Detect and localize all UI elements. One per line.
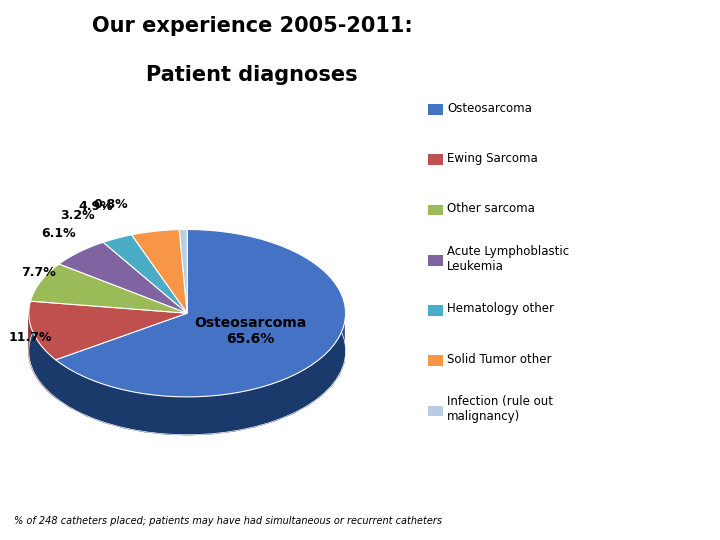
Text: 4.9%: 4.9% (79, 200, 114, 213)
Text: Our experience 2005-2011:: Our experience 2005-2011: (91, 16, 413, 36)
Text: 6.1%: 6.1% (41, 227, 76, 240)
Polygon shape (30, 264, 187, 313)
Text: 0.8%: 0.8% (93, 198, 127, 211)
Text: Osteosarcoma
65.6%: Osteosarcoma 65.6% (194, 316, 307, 346)
Polygon shape (55, 230, 346, 397)
Polygon shape (103, 235, 187, 313)
Text: Ewing Sarcoma: Ewing Sarcoma (447, 152, 538, 165)
Text: Hematology other: Hematology other (447, 302, 554, 315)
Text: Patient diagnoses: Patient diagnoses (146, 65, 358, 85)
Text: Osteosarcoma: Osteosarcoma (447, 102, 532, 114)
Ellipse shape (29, 267, 346, 435)
Polygon shape (55, 325, 344, 435)
Text: 7.7%: 7.7% (22, 266, 56, 279)
Text: % of 248 catheters placed; patients may have had simultaneous or recurrent cathe: % of 248 catheters placed; patients may … (14, 516, 442, 526)
Text: Other sarcoma: Other sarcoma (447, 202, 535, 215)
Text: Acute Lymphoblastic
Leukemia: Acute Lymphoblastic Leukemia (447, 245, 570, 273)
Text: 11.7%: 11.7% (9, 331, 53, 344)
Polygon shape (29, 314, 55, 397)
Text: Solid Tumor other: Solid Tumor other (447, 353, 552, 366)
Polygon shape (132, 230, 187, 313)
Polygon shape (29, 301, 187, 360)
Text: Infection (rule out
malignancy): Infection (rule out malignancy) (447, 395, 553, 423)
Polygon shape (179, 230, 187, 313)
Text: 3.2%: 3.2% (60, 209, 94, 222)
Polygon shape (59, 242, 187, 313)
